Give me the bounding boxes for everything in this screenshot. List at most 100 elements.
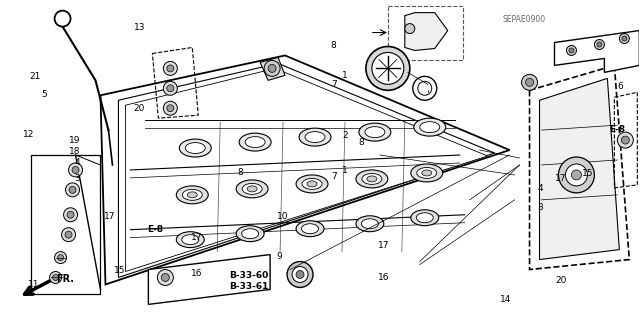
- Ellipse shape: [420, 122, 440, 133]
- Polygon shape: [31, 155, 100, 294]
- Ellipse shape: [414, 118, 445, 136]
- Text: 15: 15: [582, 169, 593, 178]
- Text: 20: 20: [555, 276, 566, 285]
- Polygon shape: [554, 31, 639, 72]
- Ellipse shape: [367, 176, 377, 182]
- Circle shape: [69, 186, 76, 193]
- Ellipse shape: [296, 175, 328, 193]
- Ellipse shape: [417, 167, 436, 178]
- Bar: [388, 6, 463, 60]
- Circle shape: [264, 60, 280, 76]
- Ellipse shape: [299, 128, 331, 146]
- Circle shape: [63, 208, 77, 222]
- Text: 8: 8: [237, 168, 243, 177]
- Ellipse shape: [176, 232, 204, 248]
- Circle shape: [566, 46, 577, 56]
- Text: 17: 17: [555, 174, 566, 183]
- Ellipse shape: [242, 183, 262, 194]
- Circle shape: [621, 136, 629, 144]
- Text: 20: 20: [134, 104, 145, 113]
- Text: 8: 8: [358, 137, 364, 146]
- Ellipse shape: [239, 133, 271, 151]
- Text: 17: 17: [378, 241, 389, 250]
- Text: 10: 10: [276, 212, 288, 221]
- Text: 17: 17: [104, 212, 115, 221]
- Text: 2: 2: [342, 131, 348, 140]
- Circle shape: [572, 170, 581, 180]
- Circle shape: [597, 42, 602, 47]
- Polygon shape: [405, 13, 448, 50]
- Circle shape: [163, 101, 177, 115]
- Text: 16: 16: [191, 269, 202, 278]
- Text: 1: 1: [342, 71, 348, 80]
- Text: E-8: E-8: [609, 125, 625, 134]
- Text: 21: 21: [29, 72, 40, 81]
- Circle shape: [167, 65, 174, 72]
- Circle shape: [292, 267, 308, 282]
- Ellipse shape: [296, 221, 324, 237]
- Ellipse shape: [245, 137, 265, 148]
- Ellipse shape: [247, 186, 257, 192]
- Circle shape: [72, 167, 79, 174]
- Text: 4: 4: [537, 184, 543, 193]
- Text: 12: 12: [22, 130, 34, 138]
- Text: 15: 15: [115, 266, 126, 275]
- Circle shape: [413, 76, 436, 100]
- Circle shape: [405, 24, 415, 33]
- Circle shape: [296, 271, 304, 278]
- Ellipse shape: [305, 132, 325, 143]
- Circle shape: [569, 48, 574, 53]
- Circle shape: [618, 132, 634, 148]
- Ellipse shape: [359, 123, 391, 141]
- Ellipse shape: [356, 170, 388, 188]
- Polygon shape: [529, 65, 629, 270]
- Circle shape: [167, 105, 174, 112]
- Text: 14: 14: [499, 295, 511, 304]
- Text: 3: 3: [537, 203, 543, 211]
- Circle shape: [372, 52, 404, 84]
- Circle shape: [65, 183, 79, 197]
- Circle shape: [366, 47, 410, 90]
- Text: 5: 5: [41, 90, 47, 99]
- Circle shape: [525, 78, 534, 86]
- Text: 7: 7: [331, 80, 337, 89]
- Circle shape: [49, 271, 61, 284]
- Ellipse shape: [186, 143, 205, 153]
- Ellipse shape: [188, 192, 197, 198]
- Text: 16: 16: [378, 272, 389, 281]
- Circle shape: [566, 164, 588, 186]
- Ellipse shape: [302, 178, 322, 189]
- Circle shape: [54, 11, 70, 26]
- Text: 8: 8: [331, 41, 337, 50]
- Circle shape: [622, 36, 627, 41]
- Polygon shape: [148, 255, 270, 304]
- Ellipse shape: [362, 174, 382, 184]
- Ellipse shape: [411, 164, 443, 182]
- Text: 1: 1: [342, 166, 348, 175]
- Ellipse shape: [362, 219, 378, 229]
- Text: 18: 18: [69, 147, 81, 156]
- Ellipse shape: [236, 226, 264, 241]
- Circle shape: [522, 74, 538, 90]
- Ellipse shape: [236, 180, 268, 198]
- Circle shape: [163, 81, 177, 95]
- Text: 3: 3: [75, 174, 81, 183]
- Text: 4: 4: [75, 158, 81, 167]
- Text: B-33-60
B-33-61: B-33-60 B-33-61: [229, 271, 269, 291]
- Text: FR.: FR.: [56, 274, 75, 285]
- Circle shape: [595, 40, 604, 49]
- Circle shape: [52, 274, 59, 280]
- Circle shape: [65, 231, 72, 238]
- Circle shape: [67, 211, 74, 218]
- Circle shape: [58, 255, 63, 261]
- Ellipse shape: [301, 224, 319, 234]
- Circle shape: [163, 62, 177, 75]
- Ellipse shape: [307, 181, 317, 187]
- Circle shape: [287, 262, 313, 287]
- Polygon shape: [260, 57, 285, 80]
- Polygon shape: [118, 63, 495, 278]
- Circle shape: [268, 64, 276, 72]
- Ellipse shape: [182, 189, 202, 200]
- Circle shape: [68, 163, 83, 177]
- Text: 7: 7: [331, 173, 337, 182]
